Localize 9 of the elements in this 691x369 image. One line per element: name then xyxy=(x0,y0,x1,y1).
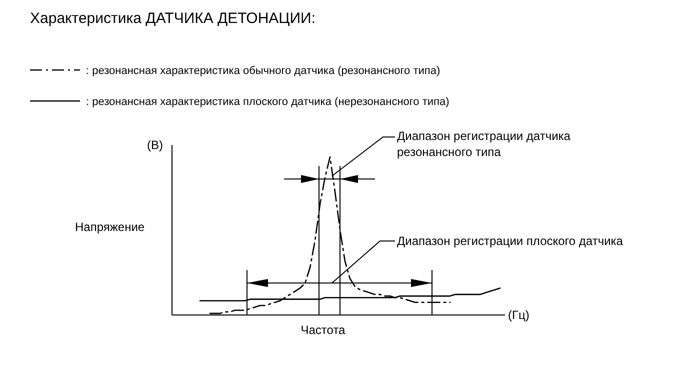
text: (В) xyxy=(147,138,163,152)
annotation: Диапазон регистрации плоского датчика xyxy=(397,234,624,248)
chart-title: Характеристика ДАТЧИКА ДЕТОНАЦИИ: xyxy=(30,10,316,27)
legend-label: : резонансная характеристика обычного датчика (резонансного типа) xyxy=(86,65,440,77)
y-axis-title: Напряжение xyxy=(75,220,145,234)
annotation: Диапазон регистрации датчика резонансного типа xyxy=(397,129,571,159)
x-axis-title: Частота xyxy=(300,323,346,337)
legend-label: : резонансная характеристика плоского датчика (нерезонансного типа) xyxy=(86,96,450,108)
text: (Гц) xyxy=(508,308,530,322)
